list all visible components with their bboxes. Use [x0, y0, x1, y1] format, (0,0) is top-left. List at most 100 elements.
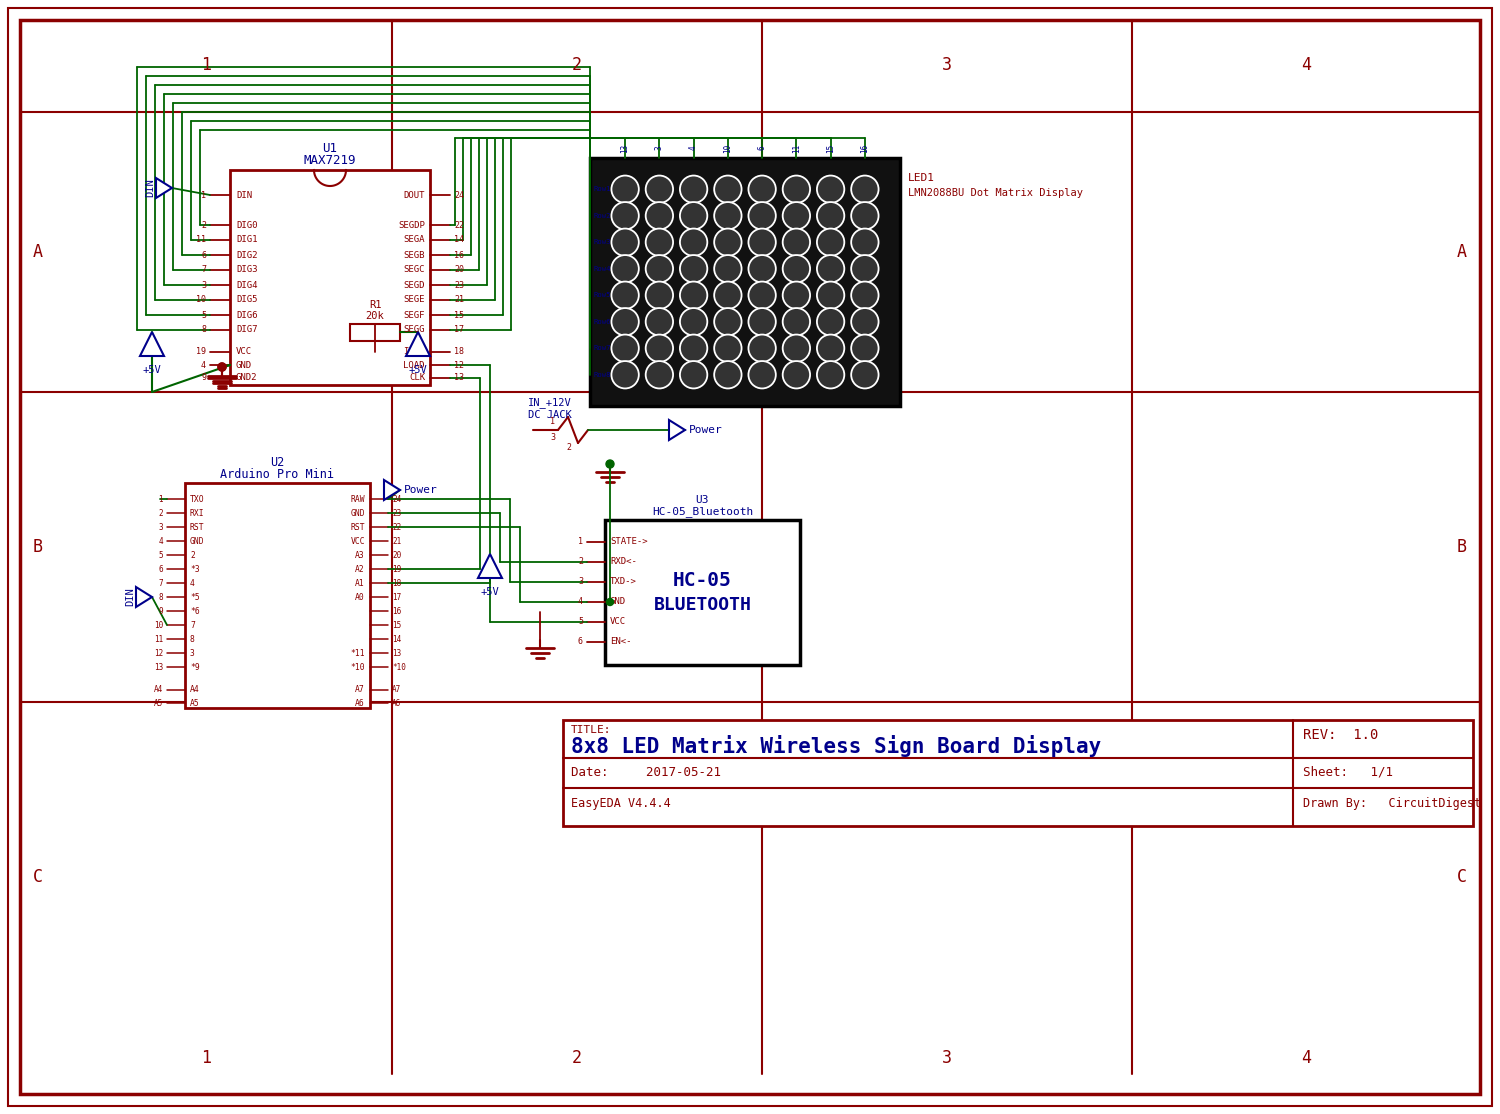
Text: SEGE: SEGE: [404, 295, 424, 304]
Circle shape: [645, 282, 674, 309]
Text: RST: RST: [351, 522, 364, 531]
Text: *10: *10: [351, 663, 364, 672]
Text: 3: 3: [159, 522, 164, 531]
Text: 14: 14: [454, 235, 464, 244]
Circle shape: [818, 255, 844, 283]
Text: 1: 1: [550, 417, 555, 426]
Text: DIG0: DIG0: [236, 221, 258, 229]
Text: Row6: Row6: [592, 319, 610, 325]
Text: 2: 2: [572, 1049, 582, 1067]
Text: DIN: DIN: [146, 178, 154, 197]
Text: 12: 12: [153, 648, 164, 657]
Text: LMN2088BU Dot Matrix Display: LMN2088BU Dot Matrix Display: [908, 188, 1083, 198]
Text: 2: 2: [578, 557, 584, 567]
Circle shape: [850, 176, 879, 203]
Text: *3: *3: [190, 565, 200, 574]
Text: 13: 13: [153, 663, 164, 672]
Text: VCC: VCC: [236, 348, 252, 356]
Circle shape: [680, 228, 708, 256]
Text: U1: U1: [322, 141, 338, 155]
Circle shape: [606, 460, 613, 468]
Circle shape: [818, 361, 844, 389]
Text: DIG3: DIG3: [236, 265, 258, 274]
Text: 17: 17: [454, 325, 464, 334]
Text: 15: 15: [454, 311, 464, 320]
Text: 3: 3: [656, 146, 664, 150]
Text: 4: 4: [201, 361, 206, 370]
Text: DIG4: DIG4: [236, 281, 258, 290]
Text: 24: 24: [454, 190, 464, 199]
Circle shape: [748, 282, 776, 309]
Text: B: B: [33, 538, 44, 556]
Circle shape: [645, 228, 674, 256]
Text: 19: 19: [392, 565, 402, 574]
Bar: [184, 483, 370, 709]
Text: 21: 21: [392, 537, 402, 546]
Text: 3: 3: [942, 1049, 952, 1067]
Text: 17: 17: [392, 593, 402, 602]
Text: A1: A1: [356, 578, 364, 587]
Text: A5: A5: [153, 698, 164, 707]
Text: A6: A6: [356, 698, 364, 707]
Text: Row3: Row3: [592, 240, 610, 245]
Text: 7: 7: [159, 578, 164, 587]
Circle shape: [645, 309, 674, 335]
Text: *10: *10: [392, 663, 406, 672]
Circle shape: [612, 334, 639, 362]
Text: 4: 4: [578, 597, 584, 606]
Text: 2: 2: [201, 221, 206, 229]
Circle shape: [748, 334, 776, 362]
Text: 22: 22: [392, 522, 402, 531]
Text: GND: GND: [236, 361, 252, 370]
Circle shape: [612, 228, 639, 256]
Text: GND: GND: [190, 537, 204, 546]
Circle shape: [714, 282, 741, 309]
Text: A7: A7: [392, 685, 402, 694]
Circle shape: [714, 228, 741, 256]
Circle shape: [850, 202, 879, 229]
Text: 3: 3: [550, 432, 555, 441]
Text: 1: 1: [578, 537, 584, 547]
Circle shape: [818, 334, 844, 362]
Text: 1: 1: [201, 56, 211, 74]
Polygon shape: [156, 178, 172, 198]
Circle shape: [217, 363, 226, 371]
Text: EN<-: EN<-: [610, 637, 632, 646]
Circle shape: [748, 255, 776, 283]
Text: 16: 16: [392, 606, 402, 616]
Circle shape: [748, 361, 776, 389]
Circle shape: [645, 255, 674, 283]
Circle shape: [850, 282, 879, 309]
Text: +5V: +5V: [480, 587, 500, 597]
Text: CLK: CLK: [410, 373, 424, 382]
Text: HC-05_Bluetooth: HC-05_Bluetooth: [652, 507, 753, 518]
Text: 13: 13: [621, 144, 630, 153]
Text: 4: 4: [159, 537, 164, 546]
Circle shape: [783, 202, 810, 229]
Text: Row5: Row5: [592, 292, 610, 299]
Text: 4: 4: [190, 578, 195, 587]
Text: 18: 18: [454, 348, 464, 356]
Text: 5: 5: [159, 550, 164, 559]
Text: 13: 13: [454, 373, 464, 382]
Text: RAW: RAW: [351, 495, 364, 504]
Bar: [590, 158, 900, 405]
Circle shape: [783, 282, 810, 309]
Text: SEGC: SEGC: [404, 265, 424, 274]
Text: *6: *6: [190, 606, 200, 616]
Circle shape: [714, 255, 741, 283]
Text: A6: A6: [392, 698, 402, 707]
Circle shape: [850, 255, 879, 283]
Text: 8: 8: [159, 593, 164, 602]
Text: 10: 10: [723, 144, 732, 153]
Text: 5: 5: [201, 311, 206, 320]
Text: IN_+12V: IN_+12V: [528, 398, 572, 409]
Text: 11: 11: [153, 635, 164, 644]
Circle shape: [748, 309, 776, 335]
Circle shape: [680, 309, 708, 335]
Text: RXI: RXI: [190, 508, 204, 518]
Text: DIG7: DIG7: [236, 325, 258, 334]
Circle shape: [612, 309, 639, 335]
Circle shape: [645, 361, 674, 389]
Text: Row1: Row1: [592, 186, 610, 193]
